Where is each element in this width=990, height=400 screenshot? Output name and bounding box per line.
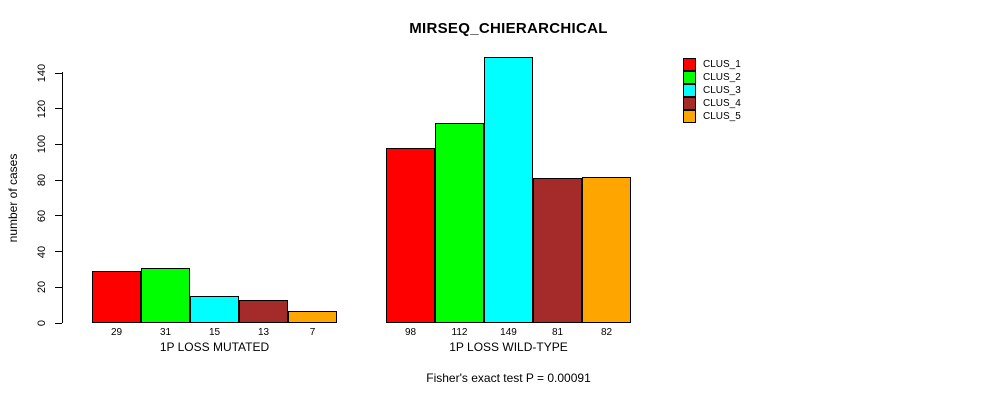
bar-clus_5: [288, 310, 337, 323]
y-axis-tick-label: 120: [36, 99, 48, 118]
x-group-label: 1P LOSS MUTATED: [159, 340, 270, 354]
y-axis-tick-label: 40: [36, 245, 48, 258]
bar-value-label: 98: [404, 327, 417, 338]
bar-clus_2: [141, 267, 190, 323]
y-axis-tick: [55, 143, 62, 145]
legend-label: CLUS_5: [703, 111, 741, 122]
legend-label: CLUS_1: [703, 59, 741, 70]
legend-swatch: [683, 58, 696, 71]
chart-title: MIRSEQ_CHIERARCHICAL: [409, 20, 608, 37]
annotation-text: Fisher's exact test P = 0.00091: [426, 371, 591, 385]
bar-clus_3: [190, 296, 239, 323]
bar-value-label: 112: [451, 327, 468, 338]
legend-swatch: [683, 97, 696, 110]
legend-swatch: [683, 110, 696, 123]
y-axis-tick: [55, 322, 62, 324]
bar-clus_1: [92, 271, 141, 323]
y-axis: [62, 72, 63, 323]
bar-clus_4: [533, 178, 582, 323]
bar-value-label: 81: [551, 327, 564, 338]
legend-item: CLUS_3: [683, 84, 741, 97]
bar-value-label: 29: [110, 327, 123, 338]
y-axis-tick: [55, 286, 62, 288]
y-axis-tick: [55, 179, 62, 181]
legend-label: CLUS_4: [703, 98, 741, 109]
y-axis-tick-label: 100: [36, 135, 48, 154]
bar-clus_5: [582, 176, 631, 323]
y-axis-label: number of cases: [6, 153, 20, 243]
legend-item: CLUS_5: [683, 110, 741, 123]
legend-item: CLUS_1: [683, 58, 741, 71]
legend-item: CLUS_4: [683, 97, 741, 110]
y-axis-tick: [55, 251, 62, 253]
legend-swatch: [683, 71, 696, 84]
y-axis-tick-label: 20: [36, 281, 48, 294]
y-axis-tick-label: 0: [36, 319, 48, 327]
bar-value-label: 13: [257, 327, 270, 338]
y-axis-tick-label: 60: [36, 209, 48, 222]
bar-value-label: 15: [208, 327, 221, 338]
legend-item: CLUS_2: [683, 71, 741, 84]
legend: CLUS_1 CLUS_2 CLUS_3 CLUS_4 CLUS_5: [683, 58, 741, 123]
bar-value-label: 7: [309, 327, 316, 338]
bar-clus_2: [435, 123, 484, 323]
bar-clus_3: [484, 56, 533, 323]
y-axis-tick: [55, 72, 62, 74]
y-axis-tick: [55, 108, 62, 110]
legend-label: CLUS_3: [703, 85, 741, 96]
x-group-label: 1P LOSS WILD-TYPE: [449, 340, 568, 354]
bar-clus_1: [386, 148, 435, 323]
bar-value-label: 149: [500, 327, 517, 338]
y-axis-tick-label: 140: [36, 63, 48, 83]
bar-value-label: 31: [159, 327, 172, 338]
legend-label: CLUS_2: [703, 72, 741, 83]
bar-value-label: 82: [600, 327, 613, 338]
legend-swatch: [683, 84, 696, 97]
y-axis-tick-label: 80: [36, 174, 48, 187]
bar-clus_4: [239, 299, 288, 323]
y-axis-tick: [55, 215, 62, 217]
